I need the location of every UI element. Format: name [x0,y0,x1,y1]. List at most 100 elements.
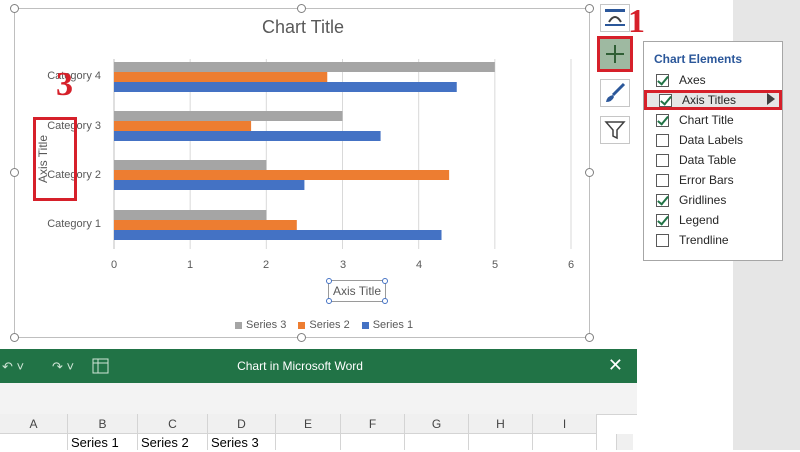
bar-series-2[interactable] [114,121,252,131]
legend-swatch [361,321,369,329]
chart-title[interactable]: Chart Title [261,17,345,37]
layout-options-button[interactable] [600,4,630,32]
scrollbar-vertical[interactable] [616,434,633,450]
chart-filters-button[interactable] [600,116,630,144]
redo-icon[interactable]: ↷ ˅ [52,359,75,374]
legend-label: Series 3 [246,319,287,331]
chart-element-option[interactable]: Error Bars [644,170,782,190]
x-tick-label: 0 [110,259,118,271]
chart-resize-handle[interactable] [297,4,306,13]
checkbox[interactable] [656,173,669,187]
x-tick-label: 2 [262,259,270,271]
resize-handle[interactable] [382,298,388,304]
chart-resize-handle[interactable] [10,168,19,177]
chart-element-option[interactable]: Data Labels [644,130,782,150]
bar-series-3[interactable] [114,210,267,220]
chart-resize-handle[interactable] [10,4,19,13]
column-header[interactable]: I [533,414,597,434]
x-axis-title[interactable]: Axis Title [326,278,388,304]
legend-swatch [235,321,242,329]
chart-element-label: Trendline [679,233,729,247]
legend-item[interactable]: Series 3 [235,319,286,331]
chart-element-option[interactable]: Chart Title [644,110,782,130]
chart-resize-handle[interactable] [585,333,594,342]
cell[interactable] [276,434,341,450]
excel-title-bar: ↶ ˅ ↷ ˅ Chart in Microsoft Word ✕ [0,349,637,383]
chart-resize-handle[interactable] [585,168,594,177]
cell[interactable]: Series 2 [138,434,208,450]
paintbrush-icon [606,82,626,102]
x-tick-label: 3 [339,259,347,271]
column-header[interactable]: H [469,414,533,434]
y-axis-title[interactable]: Axis Title [36,134,50,184]
checkbox[interactable] [659,93,672,107]
bar-series-3[interactable] [114,62,495,72]
column-header[interactable]: C [138,414,208,434]
annotation-number: 1 [628,3,645,40]
legend-swatch [298,321,306,329]
legend-label: Series 1 [372,319,414,331]
column-header[interactable]: G [405,414,469,434]
bar-series-1[interactable] [114,180,305,190]
checkbox[interactable] [656,133,669,147]
checkbox[interactable] [656,193,669,207]
bar-series-2[interactable] [114,220,297,230]
chart-element-label: Data Table [679,153,737,167]
chart-element-label: Error Bars [679,173,734,187]
y-axis-title-highlight [33,117,77,201]
chart-element-option[interactable]: Gridlines [644,190,782,210]
resize-handle[interactable] [326,278,332,284]
checkbox[interactable] [656,153,669,167]
category-label: Category 1 [47,218,101,230]
cell[interactable] [0,434,68,450]
chart-elements-button[interactable] [597,36,633,72]
chart-element-option[interactable]: Data Table [644,150,782,170]
edit-data-icon[interactable] [92,358,109,374]
legend[interactable]: Series 3 Series 2 Series 1 [235,319,413,331]
bar-series-2[interactable] [114,170,450,180]
legend-label: Series 2 [309,319,350,331]
chevron-right-icon[interactable] [767,93,775,105]
resize-handle[interactable] [326,298,332,304]
chart-styles-button[interactable] [600,79,630,107]
cell[interactable] [533,434,597,450]
chart-element-option[interactable]: Axis Titles [644,90,782,110]
bar-series-1[interactable] [114,230,442,240]
column-header[interactable]: A [0,414,68,434]
checkbox[interactable] [656,113,669,127]
resize-handle[interactable] [382,278,388,284]
chart-area[interactable]: Chart Title Category 4 Category 3 Catego… [14,8,590,338]
chart-element-option[interactable]: Legend [644,210,782,230]
legend-item[interactable]: Series 2 [298,319,350,331]
plot-area[interactable] [15,9,591,339]
cell[interactable]: Series 1 [68,434,138,450]
cell[interactable]: Series 3 [208,434,276,450]
annotation-number: 3 [56,66,73,103]
bar-series-3[interactable] [114,111,343,121]
column-header[interactable]: D [208,414,276,434]
column-header[interactable]: F [341,414,405,434]
column-header[interactable]: E [276,414,341,434]
undo-icon[interactable]: ↶ ˅ [2,359,25,374]
legend-item[interactable]: Series 1 [361,319,414,331]
column-header[interactable]: B [68,414,138,434]
bar-series-3[interactable] [114,160,267,170]
chart-resize-handle[interactable] [585,4,594,13]
checkbox[interactable] [656,213,669,227]
cell[interactable] [469,434,533,450]
bar-series-1[interactable] [114,131,381,141]
formula-bar-area[interactable] [0,383,637,415]
chart-resize-handle[interactable] [10,333,19,342]
bar-series-1[interactable] [114,82,457,92]
x-tick-label: 4 [415,259,423,271]
chart-element-option[interactable]: Axes [644,70,782,90]
chart-element-option[interactable]: Trendline [644,230,782,250]
cell[interactable] [341,434,405,450]
checkbox[interactable] [656,233,669,247]
cell[interactable] [405,434,469,450]
chart-resize-handle[interactable] [297,333,306,342]
close-icon[interactable]: ✕ [607,355,623,375]
checkbox[interactable] [656,73,669,87]
x-tick-label: 6 [567,259,575,271]
bar-series-2[interactable] [114,72,328,82]
